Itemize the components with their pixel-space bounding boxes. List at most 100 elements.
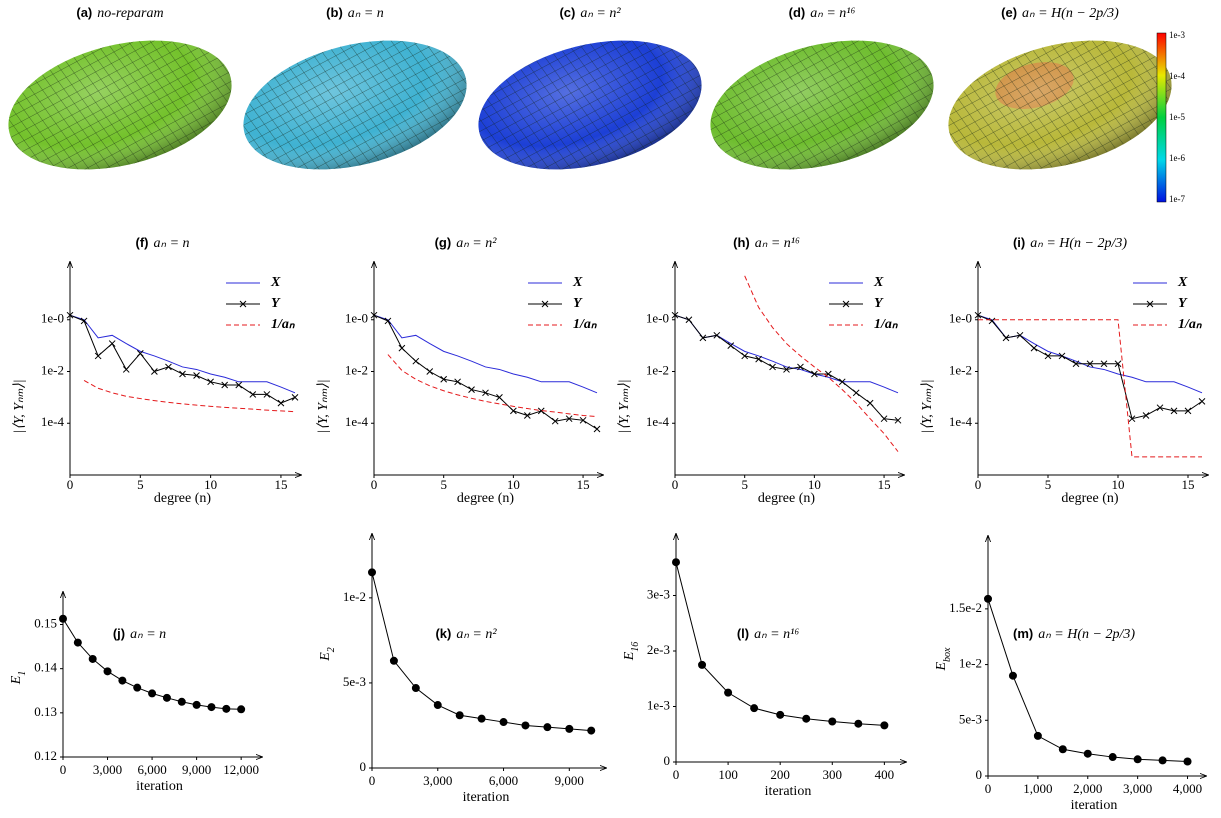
point-marker <box>1170 407 1178 415</box>
y-tick-label: 1e-2 <box>949 362 972 377</box>
panel-label: (a) <box>76 5 92 20</box>
legend-marker <box>541 300 549 308</box>
y-tick-label: 1e-0 <box>41 311 64 326</box>
y-tick-label: 1e-3 <box>647 697 670 712</box>
point-marker <box>193 372 200 379</box>
x-tick-label: 400 <box>875 767 895 782</box>
point-marker <box>222 704 231 713</box>
colorbar <box>1156 32 1167 203</box>
x-tick-label: 1,000 <box>1023 781 1052 796</box>
x-tick-label: 200 <box>770 767 790 782</box>
x-tick-label: 0 <box>975 477 982 492</box>
legend-label: X <box>1177 275 1188 290</box>
chart-title-text: aₙ = n¹⁶ <box>755 236 800 251</box>
point-marker <box>162 693 171 702</box>
x-tick-label: 100 <box>718 767 738 782</box>
point-marker <box>811 370 818 378</box>
legend-label: 1/aₙ <box>573 317 598 332</box>
point-marker <box>1058 745 1067 754</box>
x-tick-label: 10 <box>1112 477 1125 492</box>
y-tick-label: 0.12 <box>34 748 57 763</box>
point-marker <box>671 311 679 319</box>
chart-label: (h) <box>733 235 750 250</box>
chart-label: (i) <box>1013 235 1025 250</box>
panel-title-text: no-reparam <box>97 6 163 21</box>
y-axis-label-main: |⟨Y, Yₙₘ⟩| <box>617 379 632 433</box>
x-tick-label: 12,000 <box>223 762 259 777</box>
legend-label: 1/aₙ <box>1178 317 1203 332</box>
point-marker <box>122 366 130 373</box>
y-tick-label: 0.13 <box>34 704 57 719</box>
x-tick-label: 5 <box>440 477 447 492</box>
panel-title-text: aₙ = H(n − 2p/3) <box>1022 6 1119 21</box>
x-tick-label: 0 <box>60 762 67 777</box>
y-tick-label: 1e-0 <box>949 311 972 326</box>
point-marker <box>699 334 707 342</box>
point-marker <box>412 357 420 365</box>
legend-label: 1/aₙ <box>271 317 296 332</box>
point-marker <box>587 726 596 735</box>
surface-mesh <box>710 40 934 170</box>
point-marker <box>713 331 721 339</box>
x-tick-label: 0 <box>985 781 992 796</box>
point-marker <box>237 705 246 714</box>
chart-label: (j) <box>113 626 125 641</box>
point-marker <box>894 416 902 424</box>
x-axis-label: degree (n) <box>457 491 514 506</box>
point-marker <box>880 721 889 730</box>
point-marker <box>454 378 461 386</box>
point-marker <box>1072 360 1080 368</box>
point-marker <box>1108 753 1117 762</box>
y-axis-label: Ebox <box>934 647 953 672</box>
y-axis-label: |⟨Y, Yₙₘ⟩| <box>617 379 632 433</box>
point-marker <box>1156 404 1164 412</box>
colorbar-tick-label: 1e-3 <box>1169 30 1185 40</box>
chart-title: (i) aₙ = H(n − 2p/3) <box>1013 235 1127 251</box>
series-line <box>373 314 598 430</box>
point-marker <box>783 366 790 373</box>
colorbar-tick-label: 1e-7 <box>1169 194 1185 204</box>
chart-title: (f) aₙ = n <box>135 235 189 251</box>
y-axis-label-main: |⟨Y, Yₙₘ⟩| <box>920 379 935 433</box>
point-marker <box>384 317 392 325</box>
point-marker <box>1086 360 1094 368</box>
point-marker <box>370 311 378 319</box>
y-axis-label: |⟨Y, Yₙₘ⟩| <box>316 379 331 433</box>
y-tick-label: 0 <box>360 759 367 774</box>
point-marker <box>66 311 74 319</box>
x-axis-label: iteration <box>136 779 183 794</box>
y-axis-label-main: E <box>622 651 637 661</box>
y-tick-label: 1e-4 <box>646 414 670 429</box>
point-marker <box>207 378 214 386</box>
y-axis-label-main: |⟨Y, Yₙₘ⟩| <box>316 379 331 433</box>
point-marker <box>118 676 127 685</box>
point-marker <box>73 638 82 647</box>
y-axis-label: E2 <box>318 647 337 662</box>
point-marker <box>136 350 144 357</box>
x-axis-label: iteration <box>765 784 812 799</box>
point-marker <box>1033 731 1042 740</box>
point-marker <box>1183 757 1192 766</box>
point-marker <box>192 700 201 709</box>
x-tick-label: 10 <box>507 477 520 492</box>
y-tick-label: 0 <box>664 753 671 768</box>
y-tick-label: 1e-2 <box>41 362 64 377</box>
x-tick-label: 0 <box>673 767 680 782</box>
y-tick-label: 3e-3 <box>647 586 670 601</box>
point-marker <box>221 381 229 389</box>
chart-title: (h) aₙ = n¹⁶ <box>733 235 800 251</box>
point-marker <box>207 703 216 712</box>
point-marker <box>523 412 531 419</box>
x-tick-label: 0 <box>369 773 376 788</box>
point-marker <box>477 714 486 723</box>
panel-label: (c) <box>559 5 575 20</box>
point-marker <box>426 368 434 375</box>
series-line <box>744 275 899 452</box>
panel-title: (c) aₙ = n² <box>559 5 621 21</box>
y-tick-label: 1e-4 <box>949 414 973 429</box>
point-marker <box>1100 360 1108 368</box>
series-line <box>83 380 296 413</box>
x-axis-label: degree (n) <box>154 491 211 506</box>
chart-label: (m) <box>1013 626 1033 641</box>
series-line <box>674 314 899 421</box>
